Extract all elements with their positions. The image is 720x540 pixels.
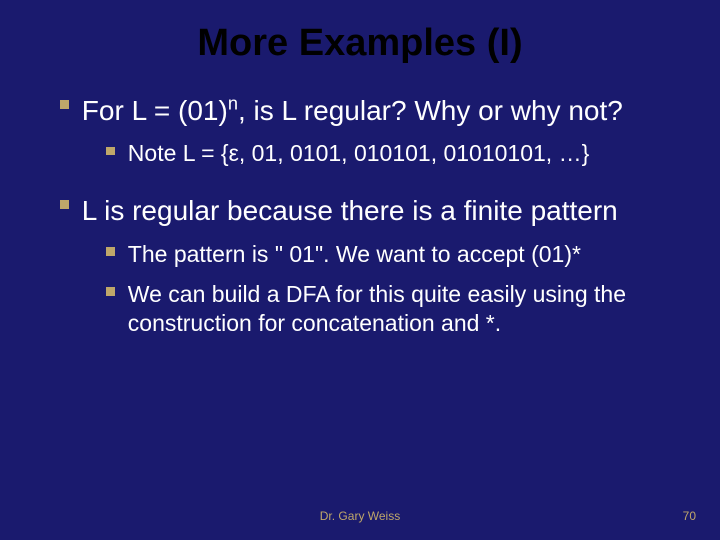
slide: More Examples (I) For L = (01)n, is L re… [0,0,720,540]
square-bullet-icon [60,200,69,209]
bullet-text: For L = (01)n, is L regular? Why or why … [82,93,623,129]
text-fragment: For L = (01) [82,95,228,126]
sub-bullet-text: We can build a DFA for this quite easily… [128,280,670,340]
sub-bullet-item: Note L = {ε, 01, 0101, 010101, 01010101,… [106,139,670,169]
square-bullet-icon [106,147,115,156]
text-fragment: , is L regular? Why or why not? [238,95,623,126]
sub-bullet-text: The pattern is " 01". We want to accept … [128,240,581,270]
footer-author: Dr. Gary Weiss [0,509,720,523]
slide-content: For L = (01)n, is L regular? Why or why … [0,65,720,339]
square-bullet-icon [60,100,69,109]
sub-bullet-text: Note L = {ε, 01, 0101, 010101, 01010101,… [128,139,589,169]
spacer [60,175,670,193]
bullet-text: L is regular because there is a finite p… [82,193,618,229]
bullet-item: For L = (01)n, is L regular? Why or why … [60,93,670,129]
sub-bullet-item: The pattern is " 01". We want to accept … [106,240,670,270]
square-bullet-icon [106,287,115,296]
bullet-item: L is regular because there is a finite p… [60,193,670,229]
slide-title: More Examples (I) [0,0,720,65]
slide-number: 70 [683,509,696,523]
sub-bullet-item: We can build a DFA for this quite easily… [106,280,670,340]
superscript: n [228,94,238,114]
square-bullet-icon [106,247,115,256]
